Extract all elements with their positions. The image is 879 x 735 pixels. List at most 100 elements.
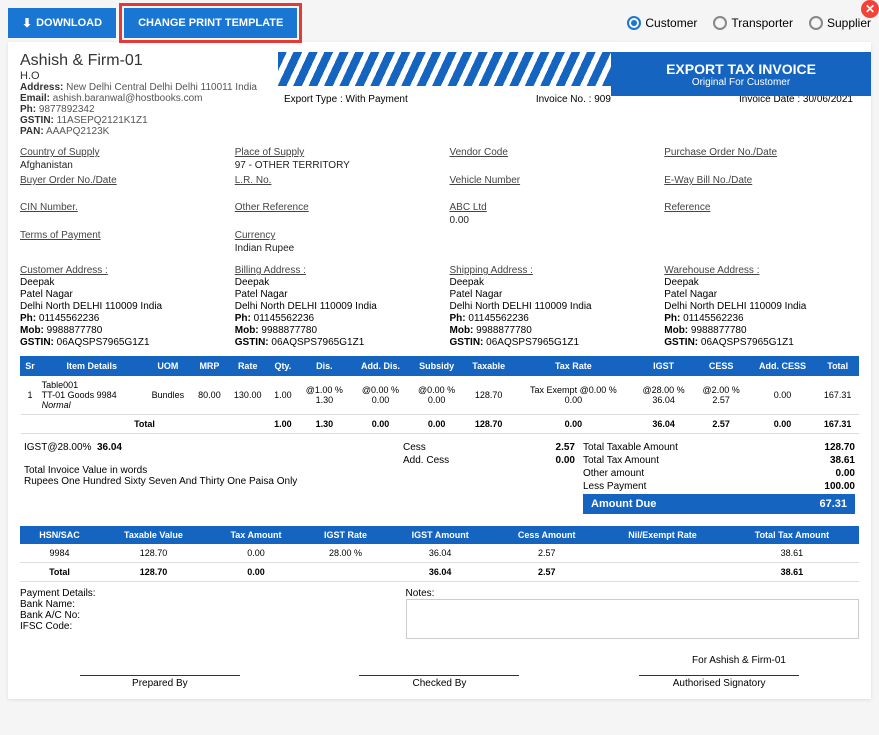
checked-by: Checked By [359, 675, 519, 689]
amount-due: 67.31 [819, 498, 847, 510]
hsn-total-row: Total128.700.0036.042.5738.61 [20, 563, 859, 582]
total-taxable: 128.70 [824, 442, 855, 453]
radio-customer-label: Customer [645, 16, 697, 30]
address-shipping: Shipping Address :DeepakPatel NagarDelhi… [450, 264, 645, 348]
items-total-row: Total1.001.300.000.00128.700.0036.042.57… [21, 415, 859, 434]
items-table: SrItem DetailsUOMMRPRateQty.Dis.Add. Dis… [20, 356, 859, 434]
currency: Indian Rupee [235, 243, 295, 254]
terms-label: Terms of Payment [20, 230, 215, 241]
invoice-no-label: Invoice No. : [536, 94, 592, 105]
items-header: Qty. [268, 357, 297, 376]
igst-line-label: IGST@28.00% [24, 442, 91, 453]
lr-no-label: L.R. No. [235, 175, 430, 186]
other-amount-label: Other amount [583, 468, 644, 479]
address-grid: Customer Address :DeepakPatel NagarDelhi… [20, 264, 859, 348]
invoice-title-box: EXPORT TAX INVOICE Original For Customer [611, 52, 871, 96]
prepared-by: Prepared By [80, 675, 240, 689]
bank-ac-label: Bank A/C No: [20, 610, 398, 621]
less-payment: 100.00 [824, 481, 855, 492]
items-header: UOM [144, 357, 192, 376]
invoice-subtitle: Original For Customer [692, 77, 790, 88]
igst-line-val: 36.04 [97, 442, 122, 453]
radio-customer[interactable]: Customer [627, 16, 697, 30]
hsn-header: Cess Amount [493, 526, 600, 544]
for-firm: For Ashish & Firm-01 [619, 655, 859, 666]
firm-pan: AAAPQ2123K [46, 126, 109, 137]
firm-address-label: Address: [20, 82, 63, 93]
po-no-label: Purchase Order No./Date [664, 147, 859, 158]
firm-email-label: Email: [20, 93, 50, 104]
firm-ph: 9877892342 [39, 104, 95, 115]
notes-label: Notes: [406, 588, 859, 599]
items-header: Item Details [40, 357, 144, 376]
radio-transporter-label: Transporter [731, 16, 793, 30]
country-supply-label: Country of Supply [20, 147, 215, 158]
vehicle-no-label: Vehicle Number [450, 175, 645, 186]
items-header: Dis. [297, 357, 351, 376]
invoice-title: EXPORT TAX INVOICE [666, 61, 816, 77]
bank-name-label: Bank Name: [20, 599, 398, 610]
firm-block: Ashish & Firm-01 H.O Address: New Delhi … [20, 52, 270, 137]
eway-label: E-Way Bill No./Date [664, 175, 859, 186]
items-header: Total [817, 357, 859, 376]
cess-val: 2.57 [556, 442, 575, 453]
export-type: Export Type : With Payment [284, 94, 408, 105]
change-template-button[interactable]: CHANGE PRINT TEMPLATE [124, 8, 297, 38]
firm-gstin-label: GSTIN: [20, 115, 54, 126]
firm-gstin: 11ASEPQ2121K1Z1 [57, 115, 148, 126]
toolbar: DOWNLOAD CHANGE PRINT TEMPLATE Customer … [8, 8, 871, 38]
address-billing: Billing Address :DeepakPatel NagarDelhi … [235, 264, 430, 348]
hsn-header: Total Tax Amount [725, 526, 859, 544]
firm-name: Ashish & Firm-01 [20, 52, 270, 70]
cin-label: CIN Number. [20, 202, 215, 213]
addcess-label: Add. Cess [403, 455, 449, 466]
vendor-code-label: Vendor Code [450, 147, 645, 158]
payment-title: Payment Details: [20, 588, 398, 599]
radio-transporter[interactable]: Transporter [713, 16, 793, 30]
place-supply-label: Place of Supply [235, 147, 430, 158]
invoice-page: Ashish & Firm-01 H.O Address: New Delhi … [8, 42, 871, 699]
firm-ho: H.O [20, 70, 270, 82]
words-label: Total Invoice Value in words [24, 465, 395, 476]
items-header: IGST [633, 357, 694, 376]
items-header: Subsidy [410, 357, 464, 376]
total-taxable-label: Total Taxable Amount [583, 442, 678, 453]
items-header: MRP [192, 357, 227, 376]
ifsc-label: IFSC Code: [20, 621, 398, 632]
firm-address: New Delhi Central Delhi Delhi 110011 Ind… [66, 82, 257, 93]
table-row: 1Table001TT-01 Goods 9984NormalBundles80… [21, 376, 859, 415]
currency-label: Currency [235, 230, 430, 241]
download-button[interactable]: DOWNLOAD [8, 8, 116, 38]
hsn-header: Nil/Exempt Rate [600, 526, 725, 544]
hsn-header: IGST Amount [387, 526, 493, 544]
address-warehouse: Warehouse Address :DeepakPatel NagarDelh… [664, 264, 859, 348]
less-payment-label: Less Payment [583, 481, 646, 492]
radio-supplier[interactable]: Supplier [809, 16, 871, 30]
hsn-header: Taxable Value [99, 526, 208, 544]
abc-label: ABC Ltd [450, 202, 645, 213]
items-header: CESS [694, 357, 748, 376]
address-customer: Customer Address :DeepakPatel NagarDelhi… [20, 264, 215, 348]
abc-val: 0.00 [450, 215, 469, 226]
items-header: Rate [227, 357, 269, 376]
items-header: Add. Dis. [351, 357, 409, 376]
buyer-order-label: Buyer Order No./Date [20, 175, 215, 186]
total-tax-label: Total Tax Amount [583, 455, 659, 466]
invoice-no: 909 [594, 94, 611, 105]
items-header: Taxable [464, 357, 514, 376]
notes-field [406, 599, 859, 639]
hsn-table: HSN/SACTaxable ValueTax AmountIGST RateI… [20, 526, 859, 582]
firm-pan-label: PAN: [20, 126, 44, 137]
payment-details: Payment Details: Bank Name: Bank A/C No:… [20, 588, 398, 639]
hsn-header: Tax Amount [208, 526, 304, 544]
addcess-val: 0.00 [556, 455, 575, 466]
hsn-header: HSN/SAC [20, 526, 99, 544]
other-amount: 0.00 [836, 468, 855, 479]
firm-ph-label: Ph: [20, 104, 36, 115]
items-header: Add. CESS [748, 357, 817, 376]
country-supply: Afghanistan [20, 160, 73, 171]
radio-supplier-label: Supplier [827, 16, 871, 30]
close-icon[interactable]: ✕ [861, 0, 879, 18]
reference-label: Reference [664, 202, 859, 213]
place-supply: 97 - OTHER TERRITORY [235, 160, 350, 171]
